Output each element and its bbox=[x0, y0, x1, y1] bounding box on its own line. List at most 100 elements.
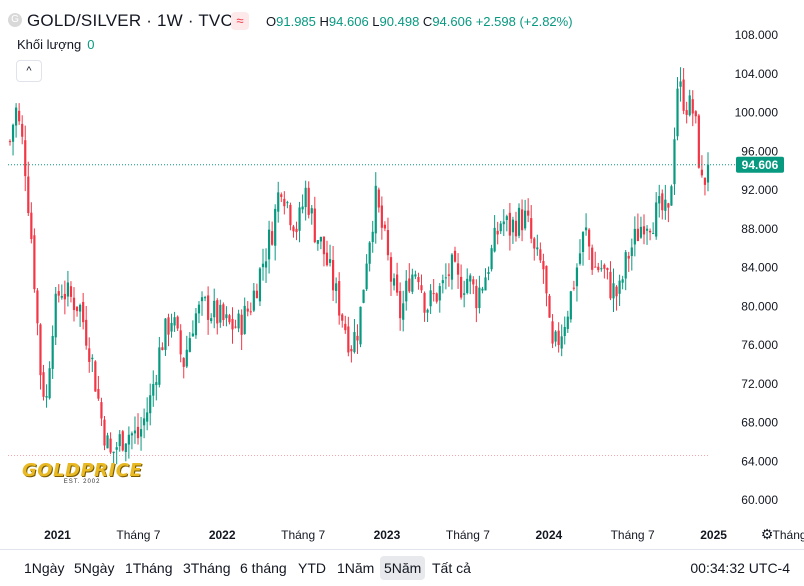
candle-body bbox=[472, 279, 475, 285]
candle-body bbox=[75, 306, 79, 312]
candle-body bbox=[633, 228, 636, 245]
candle-body bbox=[292, 226, 295, 232]
candle-body bbox=[143, 418, 146, 426]
candle-body bbox=[237, 313, 240, 329]
candle-body bbox=[408, 278, 411, 292]
candle-body bbox=[11, 124, 15, 142]
volume-legend: Khối lượng 0 bbox=[17, 37, 94, 52]
price-axis[interactable]: 108.000 104.000 100.000 96.000 92.000 88.000 8… bbox=[735, 28, 779, 507]
candle-body bbox=[316, 240, 319, 244]
collapse-legend-button[interactable]: ^ bbox=[16, 60, 42, 82]
candle-body bbox=[420, 285, 423, 291]
range-ytd-button[interactable]: YTD bbox=[298, 560, 326, 576]
candle-body bbox=[267, 229, 271, 260]
candle-body bbox=[139, 429, 143, 437]
range-1m-button[interactable]: 1Tháng bbox=[125, 560, 173, 576]
candle-body bbox=[155, 382, 158, 386]
candle-body bbox=[14, 107, 18, 126]
candle-body bbox=[213, 300, 216, 318]
candle-body bbox=[356, 335, 359, 341]
candle-body bbox=[664, 199, 667, 211]
candle-body bbox=[554, 331, 557, 342]
candle-body bbox=[185, 349, 188, 367]
candle-body bbox=[460, 276, 463, 298]
gear-icon[interactable]: ⚙ bbox=[760, 526, 774, 542]
candle-body bbox=[18, 110, 21, 122]
range-5y-button[interactable]: 5Năm bbox=[380, 556, 426, 580]
candle-body bbox=[612, 283, 615, 299]
candle-body bbox=[524, 210, 527, 229]
range-all-button[interactable]: Tất cả bbox=[432, 560, 471, 576]
candle-body bbox=[240, 314, 243, 335]
candle-body bbox=[225, 314, 228, 319]
candle-body bbox=[170, 322, 173, 332]
candle-body bbox=[624, 252, 627, 279]
candle-body bbox=[45, 396, 48, 398]
candle-body bbox=[679, 81, 682, 87]
candle-body bbox=[447, 274, 451, 276]
candle-body bbox=[133, 430, 137, 434]
candle-body bbox=[255, 290, 258, 299]
wave-icon[interactable]: ≈ bbox=[231, 12, 249, 30]
candle-body bbox=[91, 357, 94, 360]
candle-body bbox=[319, 236, 322, 242]
candle-body bbox=[136, 426, 140, 439]
candle-body bbox=[432, 293, 435, 295]
candle-body bbox=[453, 250, 457, 262]
candle-body bbox=[338, 281, 341, 316]
candle-body bbox=[69, 286, 73, 297]
candle-body bbox=[481, 288, 484, 291]
candle-body bbox=[703, 177, 707, 185]
candle-body bbox=[39, 324, 42, 376]
change-value: +2.598 (+2.82%) bbox=[475, 14, 573, 29]
candle-body bbox=[618, 280, 621, 294]
close-value: 94.606 bbox=[432, 14, 473, 29]
candle-body bbox=[493, 227, 496, 252]
candle-body bbox=[551, 321, 554, 344]
candle-body bbox=[676, 88, 679, 137]
candle-body bbox=[82, 302, 85, 323]
candle-body bbox=[426, 309, 429, 313]
candle-body bbox=[450, 254, 454, 280]
candle-body bbox=[371, 231, 374, 243]
candle-body bbox=[188, 338, 191, 352]
candle-body bbox=[353, 332, 356, 353]
candle-body bbox=[603, 264, 606, 269]
range-3m-button[interactable]: 3Tháng bbox=[183, 560, 231, 576]
candle-body bbox=[402, 303, 405, 320]
candle-body bbox=[210, 318, 213, 322]
candle-body bbox=[670, 186, 673, 206]
ohlc-values: O91.985 H94.606 L90.498 C94.606 +2.598 (… bbox=[266, 14, 573, 29]
candle-body bbox=[520, 209, 524, 231]
range-6m-button[interactable]: 6 tháng bbox=[240, 560, 287, 576]
candle-body bbox=[341, 314, 344, 321]
last-price-tag: 94.606 bbox=[736, 156, 784, 173]
candle-body bbox=[274, 208, 277, 246]
range-5d-button[interactable]: 5Ngày bbox=[74, 560, 115, 576]
candle-body bbox=[289, 204, 292, 226]
candle-body bbox=[158, 347, 161, 385]
candle-body bbox=[146, 412, 149, 422]
range-1d-button[interactable]: 1Ngày bbox=[24, 560, 65, 576]
candle-body bbox=[72, 297, 76, 311]
candle-body bbox=[48, 368, 51, 399]
price-chart[interactable]: 108.000 104.000 100.000 96.000 92.000 88.000 8… bbox=[0, 0, 804, 549]
x-tick-label: Tháng 7 bbox=[446, 528, 490, 542]
candle-body bbox=[313, 208, 316, 243]
candle-body bbox=[176, 316, 179, 329]
candle-body bbox=[572, 287, 575, 289]
candle-body bbox=[584, 227, 588, 231]
range-1y-button[interactable]: 1Năm bbox=[337, 560, 375, 576]
candle-body bbox=[197, 304, 201, 314]
symbol-title[interactable]: GOLD/SILVER · 1W · TVC bbox=[27, 11, 233, 30]
candle-body bbox=[283, 198, 286, 207]
candle-body bbox=[173, 317, 176, 326]
x-tick-label: 2022 bbox=[209, 528, 236, 542]
utc-clock[interactable]: 00:34:32 UTC-4 bbox=[690, 560, 790, 576]
candle-body bbox=[648, 230, 652, 233]
candle-body bbox=[667, 203, 670, 208]
candle-body bbox=[609, 271, 612, 299]
close-label: C bbox=[422, 14, 433, 29]
candle-body bbox=[182, 358, 185, 367]
